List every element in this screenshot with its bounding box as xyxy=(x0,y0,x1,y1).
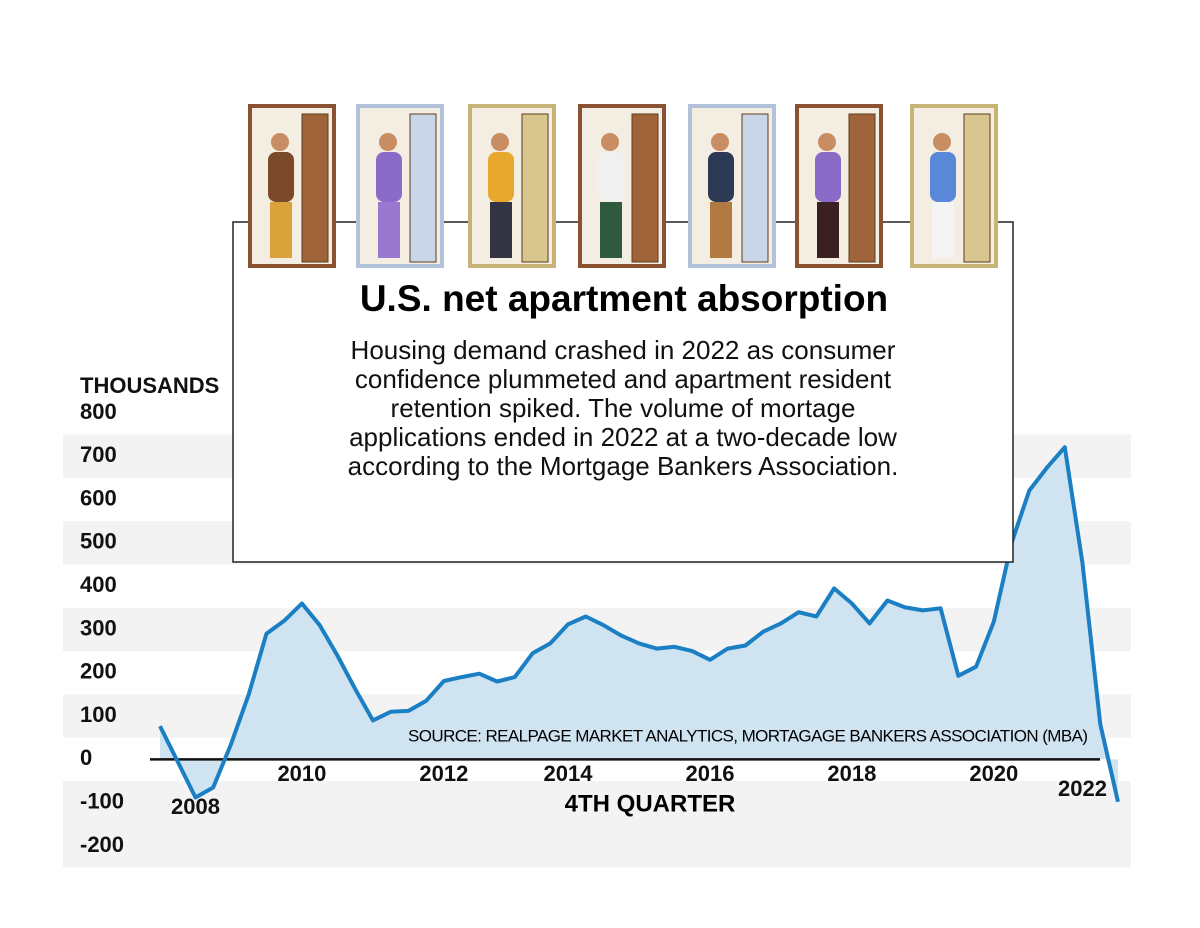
door xyxy=(963,113,991,263)
x-tick-label: 2016 xyxy=(685,761,734,786)
person-legs xyxy=(710,202,732,258)
chart-subtitle: Housing demand crashed in 2022 as consum… xyxy=(347,335,899,481)
y-tick-label: 0 xyxy=(80,745,92,770)
person-head xyxy=(711,133,729,151)
source: SOURCE: REALPAGE MARKET ANALYTICS, MORTA… xyxy=(408,726,1088,745)
x-tick-label: 2012 xyxy=(419,761,468,786)
y-tick-label: 100 xyxy=(80,702,117,727)
y-axis-label: THOUSANDS xyxy=(80,373,219,398)
person-head xyxy=(379,133,397,151)
x-axis-label: 4TH QUARTER xyxy=(565,790,736,817)
person-body xyxy=(268,152,294,202)
y-tick-label: 500 xyxy=(80,529,117,554)
person-legs xyxy=(270,202,292,258)
grid-band xyxy=(63,781,1131,825)
door-illustrations xyxy=(248,104,998,268)
x-tick-label: 2010 xyxy=(277,761,326,786)
y-tick-label: 200 xyxy=(80,659,117,684)
person-legs xyxy=(378,202,400,258)
x-tick-label: 2008 xyxy=(171,794,220,819)
y-tick-label: 600 xyxy=(80,485,117,510)
y-tick-label: 800 xyxy=(80,399,117,424)
line xyxy=(158,445,1120,803)
person-body xyxy=(930,152,956,202)
person-body xyxy=(598,152,624,202)
person-body xyxy=(708,152,734,202)
y-tick-label: -200 xyxy=(80,832,124,857)
grid-band xyxy=(63,824,1131,868)
person-body xyxy=(376,152,402,202)
person-legs xyxy=(817,202,839,258)
door xyxy=(521,113,549,263)
x-tick-label: 2020 xyxy=(969,761,1018,786)
x-tick-label: 2018 xyxy=(827,761,876,786)
person-legs xyxy=(932,202,954,258)
door xyxy=(631,113,659,263)
person-head xyxy=(271,133,289,151)
door xyxy=(409,113,437,263)
door xyxy=(848,113,876,263)
person-head xyxy=(491,133,509,151)
x-tick-label: 2022 xyxy=(1058,776,1107,801)
door xyxy=(741,113,769,263)
person-head xyxy=(601,133,619,151)
door xyxy=(301,113,329,263)
x-tick-label: 2014 xyxy=(544,761,594,786)
chart-title: U.S. net apartment absorption xyxy=(359,278,889,319)
person-head xyxy=(818,133,836,151)
person-body xyxy=(815,152,841,202)
y-tick-label: 400 xyxy=(80,572,117,597)
person-head xyxy=(933,133,951,151)
y-tick-label: -100 xyxy=(80,789,124,814)
person-legs xyxy=(490,202,512,258)
y-tick-label: 300 xyxy=(80,615,117,640)
person-body xyxy=(488,152,514,202)
y-tick-label: 700 xyxy=(80,442,117,467)
person-legs xyxy=(600,202,622,258)
